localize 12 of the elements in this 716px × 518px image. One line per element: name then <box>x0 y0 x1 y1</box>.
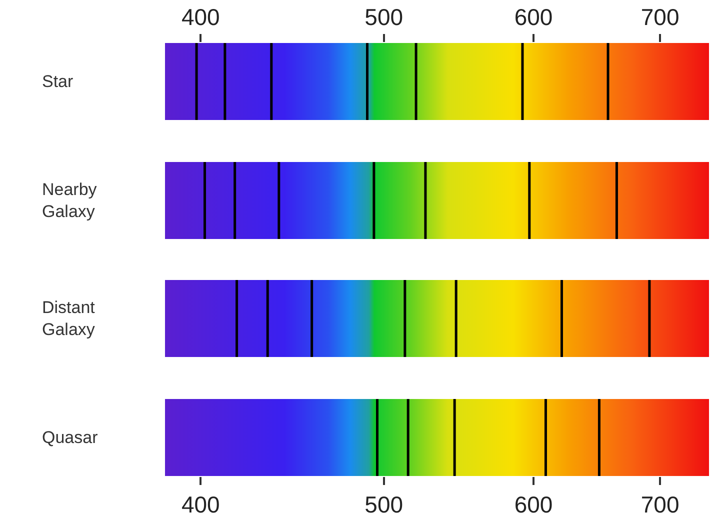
x-tick-label: 700 <box>640 4 680 30</box>
x-tick-label: 700 <box>640 492 680 518</box>
y-axis-title: Distant Galaxy <box>42 298 96 340</box>
x-tick-label: 600 <box>514 4 553 30</box>
x-tick-label: 600 <box>514 492 553 518</box>
x-tick-label: 400 <box>181 4 220 30</box>
x-tick-label: 400 <box>181 492 220 518</box>
y-axis-title: Star <box>42 72 74 91</box>
y-axis-title: Quasar <box>42 428 98 447</box>
x-tick-label: 500 <box>364 492 404 518</box>
y-axis-title: Nearby Galaxy <box>42 180 98 222</box>
x-tick-label: 500 <box>364 4 404 30</box>
